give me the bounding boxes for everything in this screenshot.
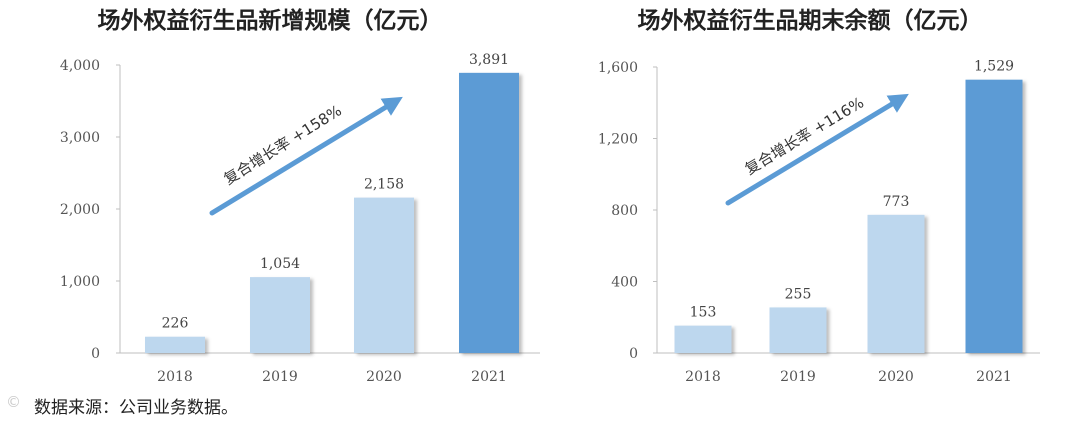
- new-scale-bar-2018: [145, 336, 205, 353]
- ending-balance-y-tick-label: 0: [629, 346, 638, 362]
- ending-balance-y-tick-label: 400: [611, 275, 638, 291]
- ending-balance-bar-2019: [769, 307, 827, 353]
- new-scale-value-label-2018: 226: [162, 316, 189, 332]
- ending-balance-y-tick-label: 1,600: [598, 60, 638, 76]
- ending-balance-x-tick-label-2020: 2020: [878, 369, 914, 385]
- ending-balance-y-tick-label: 800: [611, 203, 638, 219]
- ending-balance-value-label-2019: 255: [785, 286, 812, 302]
- ending-balance-bar-2020: [867, 214, 925, 353]
- ending-balance-value-label-2020: 773: [883, 194, 910, 210]
- source-note: 数据来源：公司业务数据。: [34, 398, 238, 418]
- chart-new-scale-svg: 场外权益衍生品新增规模（亿元） 0 1,000 2,000 3,000 4,000 226 2…: [60, 7, 540, 385]
- new-scale-y-tick-label: 4,000: [60, 58, 100, 74]
- new-scale-x-tick-label-2019: 2019: [262, 369, 298, 385]
- ending-balance-bar-2021: [965, 79, 1023, 353]
- chart-new-scale: 场外权益衍生品新增规模（亿元） 0 1,000 2,000 3,000 4,000 226 2…: [0, 0, 540, 400]
- ending-balance-y-tick-label: 1,200: [598, 132, 638, 148]
- ending-balance-x-tick-label-2018: 2018: [685, 369, 721, 385]
- new-scale-y-tick-label: 3,000: [60, 130, 100, 146]
- ending-balance-value-label-2018: 153: [690, 305, 717, 321]
- new-scale-bar-2019: [250, 277, 310, 353]
- ending-balance-x-tick-label-2021: 2021: [976, 369, 1012, 385]
- new-scale-growth-arrow: [209, 96, 403, 216]
- new-scale-y-tick-label: 0: [91, 346, 100, 362]
- ending-balance-cagr-annotation: 复合增长率 +116%: [742, 93, 867, 178]
- new-scale-x-tick-label-2021: 2021: [471, 369, 507, 385]
- new-scale-y-tick-label: 1,000: [60, 274, 100, 290]
- ending-balance-x-tick-label-2019: 2019: [780, 369, 816, 385]
- new-scale-value-label-2021: 3,891: [469, 52, 509, 68]
- new-scale-y-tick-label: 2,000: [60, 202, 100, 218]
- new-scale-bar-2021: [459, 72, 519, 354]
- ending-balance-title: 场外权益衍生品期末余额（亿元）: [638, 7, 983, 34]
- ending-balance-bar-2018: [674, 325, 732, 353]
- ending-balance-growth-arrow: [725, 93, 909, 206]
- new-scale-x-tick-label-2018: 2018: [157, 369, 193, 385]
- watermark: ©: [6, 393, 21, 411]
- chart-ending-balance: 场外权益衍生品期末余额（亿元） 0 400 800 1,200 1,600 153 2018 2…: [540, 0, 1080, 400]
- new-scale-bar-2020: [354, 197, 414, 353]
- new-scale-x-tick-label-2020: 2020: [366, 369, 402, 385]
- new-scale-value-label-2020: 2,158: [364, 177, 404, 193]
- new-scale-title: 场外权益衍生品新增规模（亿元）: [98, 7, 443, 34]
- chart-ending-balance-svg: 场外权益衍生品期末余额（亿元） 0 400 800 1,200 1,600 153 2018 2…: [598, 7, 1040, 385]
- new-scale-value-label-2019: 1,054: [260, 256, 300, 272]
- ending-balance-value-label-2021: 1,529: [974, 59, 1014, 75]
